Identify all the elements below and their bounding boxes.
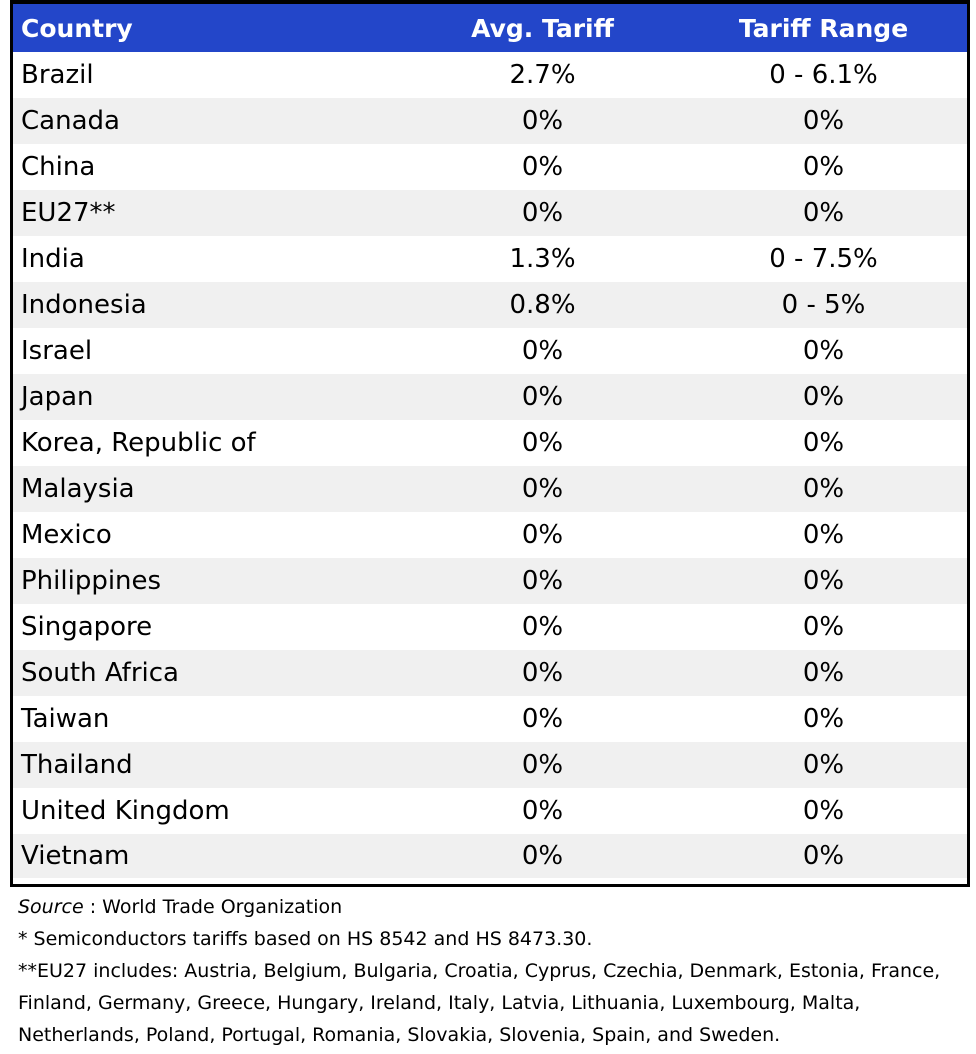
country-cell: Thailand — [21, 750, 133, 780]
table-notes: Source : World Trade Organization * Semi… — [18, 891, 970, 1051]
tariff-range-cell: 0% — [802, 566, 845, 596]
country-cell: India — [21, 244, 85, 274]
avg-tariff-cell: 0% — [521, 796, 564, 826]
country-cell: United Kingdom — [21, 796, 230, 826]
avg-tariff-cell: 0% — [521, 612, 564, 642]
source-label: Source — [18, 896, 84, 918]
tariff-range-cell: 0% — [802, 198, 845, 228]
country-cell: Malaysia — [21, 474, 135, 504]
country-cell: Mexico — [21, 520, 112, 550]
tariff-table-container: Country Avg. Tariff Tariff Range Brazil 2… — [10, 0, 970, 887]
table-row: United Kingdom 0% 0% — [13, 788, 967, 834]
table-row: Philippines 0% 0% — [13, 558, 967, 604]
avg-tariff-cell: 0% — [521, 428, 564, 458]
column-header-tariff-range: Tariff Range — [738, 13, 909, 43]
footnote-eu27-line: Finland, Germany, Greece, Hungary, Irela… — [18, 992, 861, 1014]
table-row: Indonesia 0.8% 0 - 5% — [13, 282, 967, 328]
source-note: Source : World Trade Organization — [18, 891, 970, 923]
tariff-range-cell: 0 - 6.1% — [769, 60, 878, 90]
table-row: Vietnam 0% 0% — [13, 834, 967, 878]
avg-tariff-cell: 2.7% — [509, 60, 576, 90]
tariff-range-cell: 0% — [802, 474, 845, 504]
country-cell: Korea, Republic of — [21, 428, 256, 458]
avg-tariff-cell: 0% — [521, 474, 564, 504]
table-row: Singapore 0% 0% — [13, 604, 967, 650]
avg-tariff-cell: 0% — [521, 566, 564, 596]
table-row: Canada 0% 0% — [13, 98, 967, 144]
tariff-range-cell: 0% — [802, 152, 845, 182]
avg-tariff-cell: 0% — [521, 106, 564, 136]
avg-tariff-cell: 0% — [521, 520, 564, 550]
tariff-range-cell: 0 - 7.5% — [769, 244, 878, 274]
country-cell: Indonesia — [21, 290, 147, 320]
table-row: South Africa 0% 0% — [13, 650, 967, 696]
country-cell: Israel — [21, 336, 93, 366]
table-row: India 1.3% 0 - 7.5% — [13, 236, 967, 282]
country-cell: Vietnam — [21, 841, 130, 871]
table-header-row: Country Avg. Tariff Tariff Range — [13, 4, 967, 52]
country-cell: Taiwan — [21, 704, 110, 734]
footnote-tariff-basis: * Semiconductors tariffs based on HS 854… — [18, 928, 593, 950]
table-row: Malaysia 0% 0% — [13, 466, 967, 512]
tariff-range-cell: 0 - 5% — [781, 290, 866, 320]
avg-tariff-cell: 0% — [521, 658, 564, 688]
tariff-range-cell: 0% — [802, 106, 845, 136]
tariff-range-cell: 0% — [802, 612, 845, 642]
tariff-range-cell: 0% — [802, 382, 845, 412]
table-row: Israel 0% 0% — [13, 328, 967, 374]
table-row: Brazil 2.7% 0 - 6.1% — [13, 52, 967, 98]
avg-tariff-cell: 1.3% — [509, 244, 576, 274]
tariff-range-cell: 0% — [802, 750, 845, 780]
table-row: Mexico 0% 0% — [13, 512, 967, 558]
table-row: Taiwan 0% 0% — [13, 696, 967, 742]
tariff-range-cell: 0% — [802, 658, 845, 688]
tariff-range-cell: 0% — [802, 796, 845, 826]
table-body: Brazil 2.7% 0 - 6.1% Canada 0% 0% China 0% 0% EU2… — [13, 52, 967, 878]
country-cell: South Africa — [21, 658, 179, 688]
table-row: EU27** 0% 0% — [13, 190, 967, 236]
avg-tariff-cell: 0% — [521, 750, 564, 780]
country-cell: China — [21, 152, 96, 182]
avg-tariff-cell: 0% — [521, 152, 564, 182]
table-row: China 0% 0% — [13, 144, 967, 190]
country-cell: Japan — [21, 382, 94, 412]
footnote-eu27-line: **EU27 includes: Austria, Belgium, Bulga… — [18, 960, 941, 982]
tariff-range-cell: 0% — [802, 336, 845, 366]
avg-tariff-cell: 0% — [521, 382, 564, 412]
column-header-avg-tariff: Avg. Tariff — [471, 13, 614, 43]
column-header-country: Country — [21, 13, 133, 43]
country-cell: Singapore — [21, 612, 153, 642]
avg-tariff-cell: 0.8% — [509, 290, 576, 320]
tariff-range-cell: 0% — [802, 704, 845, 734]
avg-tariff-cell: 0% — [521, 198, 564, 228]
tariff-table: Country Avg. Tariff Tariff Range Brazil 2… — [13, 4, 967, 878]
avg-tariff-cell: 0% — [521, 704, 564, 734]
country-cell: Philippines — [21, 566, 162, 596]
avg-tariff-cell: 0% — [521, 336, 564, 366]
table-row: Japan 0% 0% — [13, 374, 967, 420]
tariff-range-cell: 0% — [802, 841, 845, 871]
tariff-range-cell: 0% — [802, 428, 845, 458]
avg-tariff-cell: 0% — [521, 841, 564, 871]
table-row: Thailand 0% 0% — [13, 742, 967, 788]
footnote-eu27-line: Netherlands, Poland, Portugal, Romania, … — [18, 1024, 781, 1046]
source-text: : World Trade Organization — [83, 896, 343, 918]
table-row: Korea, Republic of 0% 0% — [13, 420, 967, 466]
country-cell: Brazil — [21, 60, 94, 90]
country-cell: Canada — [21, 106, 120, 136]
tariff-range-cell: 0% — [802, 520, 845, 550]
country-cell: EU27** — [21, 198, 116, 228]
